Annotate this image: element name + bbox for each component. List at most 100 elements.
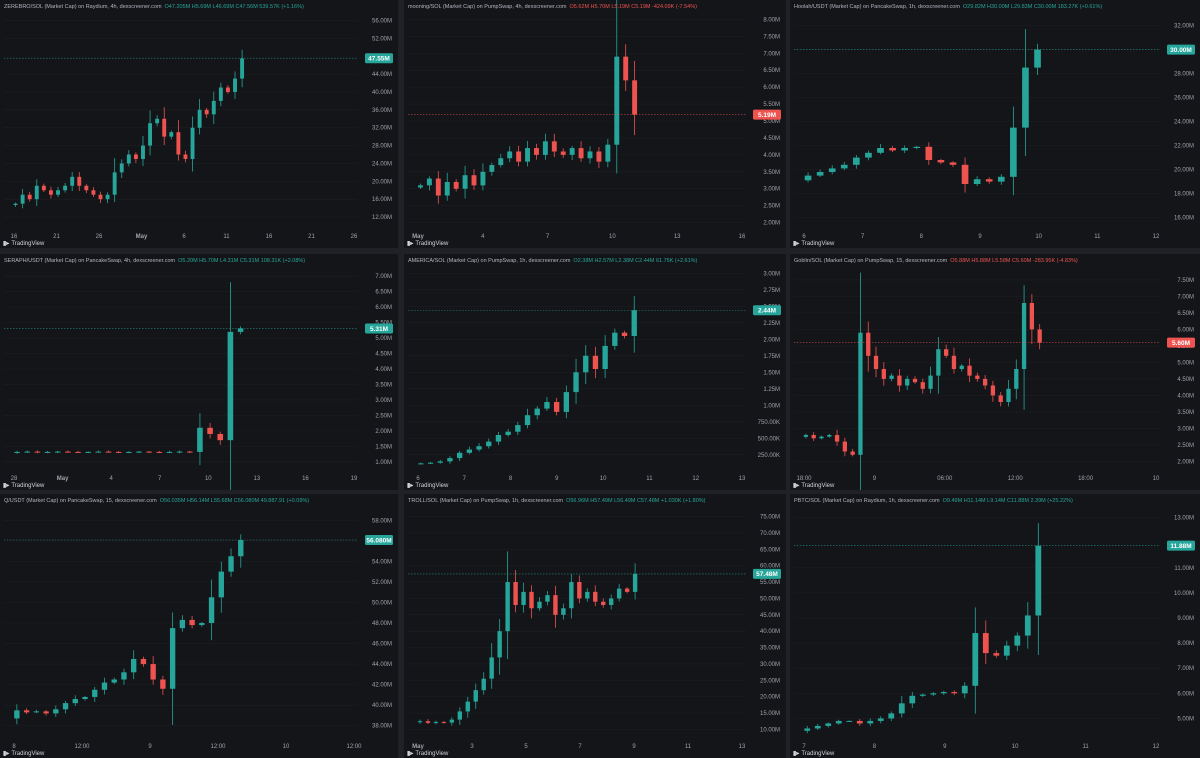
candle xyxy=(901,148,908,151)
y-tick-label: 1.50M xyxy=(375,444,392,450)
y-tick-label: 2.00M xyxy=(375,429,392,435)
chart-header: Hoolah/USDT (Market Cap) on PancakeSwap,… xyxy=(794,4,1102,10)
chart-panel[interactable]: 1.00M 1.50M 2.00M 2.50M 3.00M 3.50M 4.00M 4.50M… xyxy=(0,254,398,490)
y-tick-label: 8.00M xyxy=(763,17,780,23)
y-tick-label: 250.00K xyxy=(758,453,780,459)
candle xyxy=(601,601,606,605)
y-tick-label: 2.25M xyxy=(763,321,780,327)
candle xyxy=(967,365,972,376)
candle xyxy=(489,165,495,172)
candle xyxy=(1006,388,1011,402)
candle xyxy=(578,148,584,159)
last-price-tag xyxy=(365,53,393,64)
candlestick-chart: 10.00M 15.00M 20.00M 25.00M 30.00M 35.00M 40.0… xyxy=(404,494,786,758)
candle xyxy=(804,175,812,181)
x-tick-label: 3 xyxy=(470,744,474,750)
symbol-title: Q/USDT (Market Cap) on PancakeSwap, 15, … xyxy=(4,498,157,504)
candle xyxy=(466,449,473,453)
y-tick-label: 3.00M xyxy=(375,398,392,404)
candle xyxy=(13,203,18,205)
candle xyxy=(140,658,147,665)
chart-panel[interactable]: 16.00M 18.00M 20.00M 22.00M 24.00M 26.00M 28.0… xyxy=(790,0,1200,248)
candle xyxy=(529,591,534,609)
candle xyxy=(183,154,188,159)
candle xyxy=(225,87,230,92)
candle xyxy=(925,146,933,160)
candle xyxy=(944,349,949,356)
ohlc-readout: O5.88M H5.88M L5.58M C5.60M -283.95K (-4… xyxy=(950,258,1078,264)
candle xyxy=(141,145,145,159)
y-tick-label: 58.00M xyxy=(372,518,392,524)
candle xyxy=(53,709,59,714)
chart-panel[interactable]: 38.00M 40.00M 42.00M 44.00M 46.00M 48.00M 50.0… xyxy=(0,494,398,758)
symbol-title: PBTC/SOL (Market Cap) on Raydium, 1h, de… xyxy=(794,498,940,504)
tradingview-icon: ▮▸ xyxy=(793,241,800,247)
last-price-label: 30.00M xyxy=(1170,47,1192,54)
x-tick-label: 4 xyxy=(481,234,485,240)
candle xyxy=(877,148,884,153)
candle xyxy=(115,451,122,453)
candle xyxy=(176,451,183,453)
candle xyxy=(126,451,132,453)
chart-panel[interactable]: 12.00M 16.00M 20.00M 24.00M 28.00M 32.00M 36.0… xyxy=(0,0,398,248)
candle xyxy=(889,375,894,379)
x-tick-label: 8 xyxy=(873,744,877,750)
candle xyxy=(24,451,31,453)
candle xyxy=(91,190,96,195)
candle xyxy=(928,375,933,389)
candle xyxy=(444,181,450,196)
y-tick-label: 5.00M xyxy=(1177,716,1194,722)
candle xyxy=(1037,329,1042,343)
x-tick-label: 10 xyxy=(1035,234,1042,240)
candlestick-chart: 38.00M 40.00M 42.00M 44.00M 46.00M 48.00M 50.0… xyxy=(0,494,398,758)
candle xyxy=(176,132,181,155)
y-tick-label: 52.00M xyxy=(372,580,392,586)
candle xyxy=(811,435,816,439)
candle xyxy=(505,431,511,435)
x-tick-label: 13 xyxy=(739,744,746,750)
last-price-label: 5.60M xyxy=(1172,340,1190,347)
y-tick-label: 4.50M xyxy=(375,352,392,358)
candle xyxy=(156,451,163,453)
chart-panel[interactable]: 250.00K 500.00K 750.00K 1.00M 1.25M 1.50M 1.75… xyxy=(404,254,786,490)
y-tick-label: 8.00M xyxy=(1177,641,1194,647)
chart-background xyxy=(790,0,1200,248)
candle xyxy=(842,441,848,452)
ohlc-readout: O2.38M H2.57M L2.38M C2.44M 61.75K (+2.6… xyxy=(573,258,698,264)
y-tick-label: 22.00M xyxy=(1174,144,1194,150)
chart-panel[interactable]: 2.00M2.50M3.00M3.50M4.00M4.50M5.00M5.50M… xyxy=(790,254,1200,490)
y-tick-label: 7.00M xyxy=(1177,294,1194,300)
x-tick-label: 13 xyxy=(254,476,261,482)
y-tick-label: 16.00M xyxy=(372,197,392,203)
x-tick-label: 8 xyxy=(509,476,513,482)
candle xyxy=(897,375,902,386)
candle xyxy=(228,556,234,572)
y-tick-label: 56.00M xyxy=(372,18,392,24)
y-tick-label: 20.00M xyxy=(760,695,780,701)
x-tick-label: 21 xyxy=(308,234,315,240)
candle xyxy=(930,693,937,695)
x-tick-label: 9 xyxy=(148,744,152,750)
candle xyxy=(77,176,82,186)
y-tick-label: 26.00M xyxy=(1174,96,1194,102)
chart-panel[interactable]: 5.00M 6.00M 7.00M 8.00M 9.00M 10.00M 11.00M 13.… xyxy=(790,494,1200,758)
y-tick-label: 40.00M xyxy=(372,703,392,709)
candle xyxy=(949,162,957,165)
x-tick-label: 4 xyxy=(109,476,113,482)
candle xyxy=(515,425,521,432)
candle xyxy=(131,658,137,673)
tradingview-icon: ▮▸ xyxy=(793,751,800,757)
candle xyxy=(211,100,216,115)
candlestick-chart: 2.00M2.50M3.00M3.50M4.00M4.50M5.00M5.50M… xyxy=(790,254,1200,490)
candle xyxy=(186,451,193,453)
candle xyxy=(1014,369,1019,389)
y-tick-label: 5.00M xyxy=(375,336,392,342)
candle xyxy=(537,601,542,609)
candle xyxy=(148,123,153,146)
candle xyxy=(587,151,593,159)
candle xyxy=(240,58,245,79)
x-tick-label: 16 xyxy=(739,234,746,240)
candlestick-chart: 2.00M2.50M3.00M3.50M4.00M4.50M5.00M5.50M… xyxy=(404,0,786,248)
chart-panel[interactable]: 10.00M 15.00M 20.00M 25.00M 30.00M 35.00M 40.0… xyxy=(404,494,786,758)
